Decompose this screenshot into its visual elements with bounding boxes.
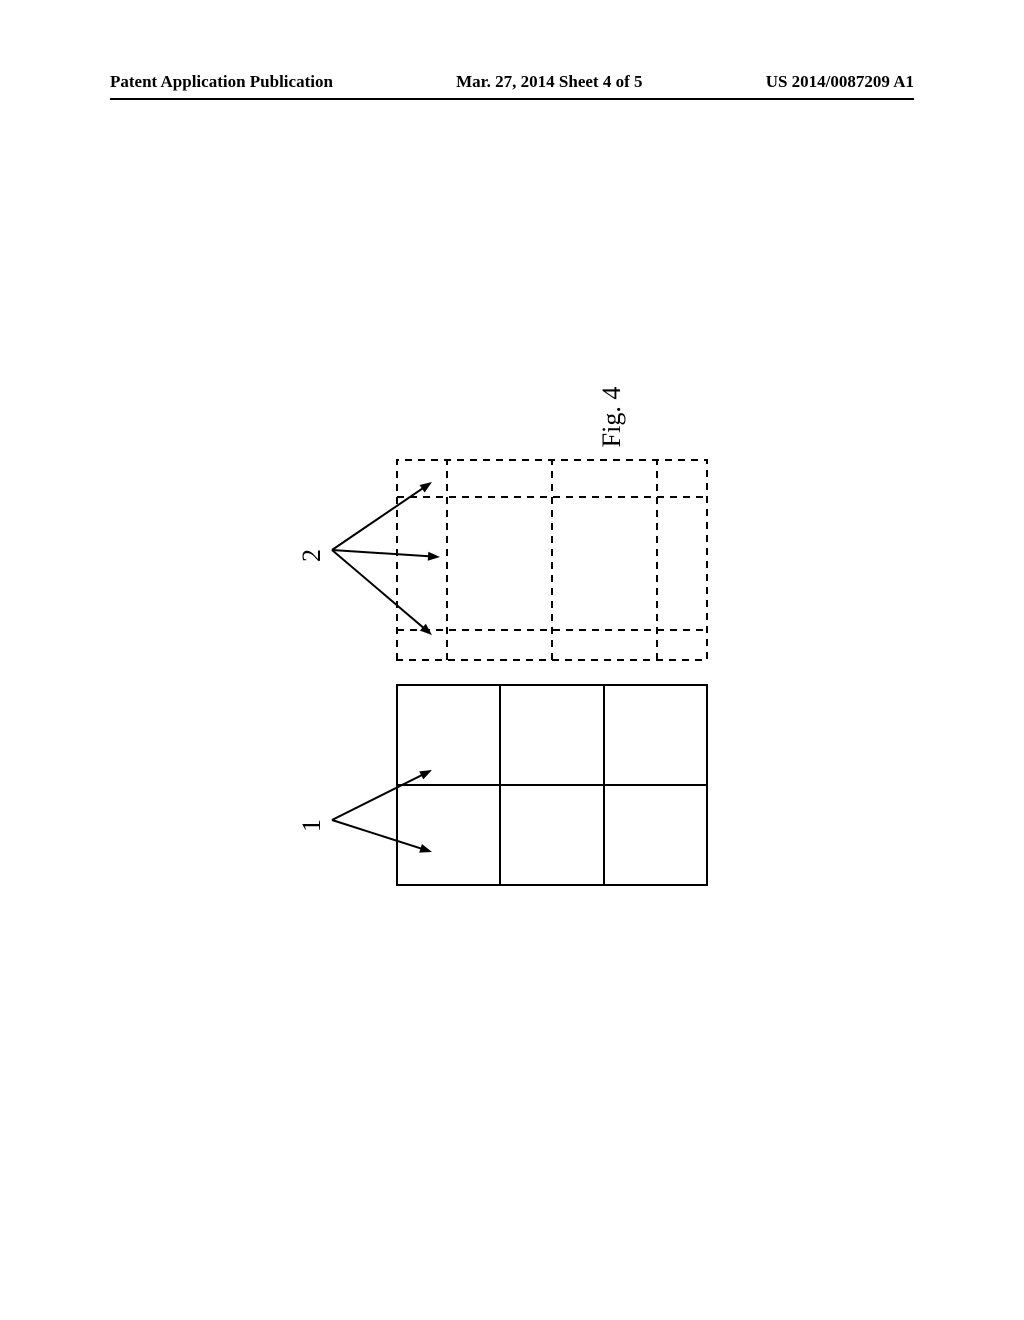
label1-arrow-0-head [419,844,432,853]
reference-label-1: 1 [297,819,326,832]
page: Patent Application Publication Mar. 27, … [0,0,1024,1320]
figure-caption: Fig. 4 [597,387,626,448]
reference-label-2: 2 [297,549,326,562]
figure-svg: 1 2 Fig. 4 [0,0,1024,1320]
label2-arrow-1-shaft [332,550,433,557]
label2-arrow-2-shaft [332,486,426,550]
label2-arrow-1-head [428,552,440,561]
figure-drawing: 1 2 Fig. 4 [297,387,707,885]
label2-arrow-2-head [420,482,432,492]
label2-arrow-0-shaft [332,550,427,630]
label1-arrow-1-shaft [332,773,426,820]
label1-arrow-0-shaft [332,820,425,850]
label1-arrow-1-head [419,770,432,779]
